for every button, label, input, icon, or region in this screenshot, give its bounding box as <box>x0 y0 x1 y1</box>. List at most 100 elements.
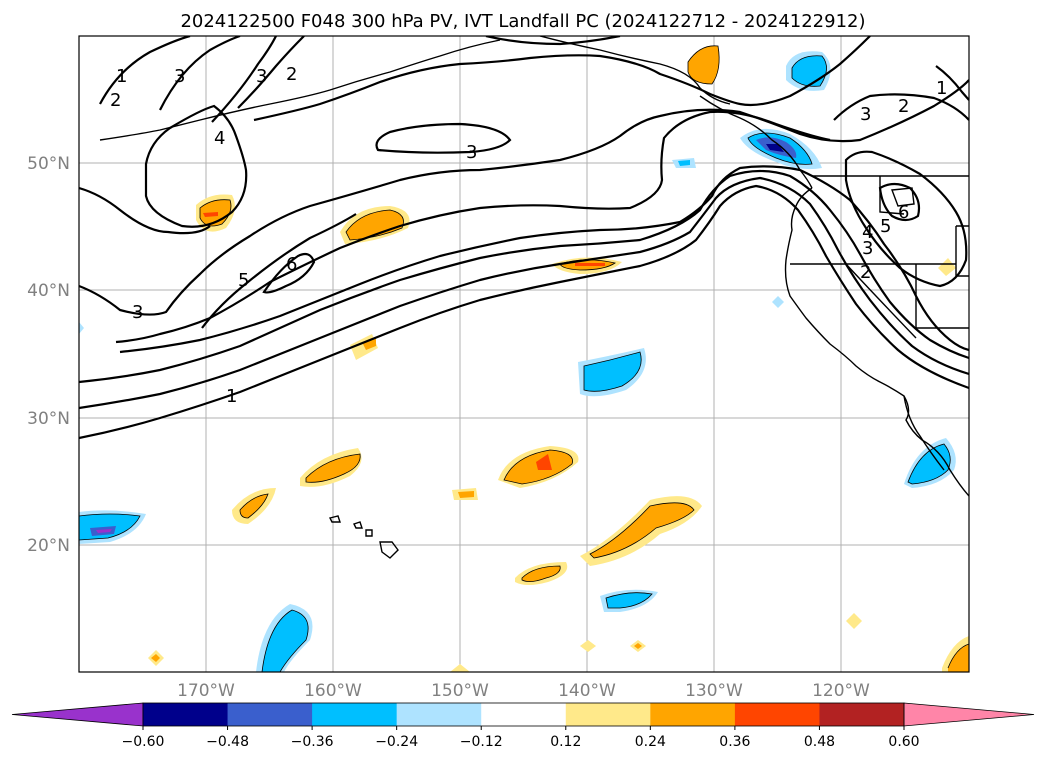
pv-contour <box>79 79 969 316</box>
pos-shade <box>634 643 642 649</box>
longitude-labels: 170°W 160°W 150°W 140°W 130°W 120°W <box>177 681 870 701</box>
colorbar-tick-label: 0.24 <box>635 734 666 750</box>
colorbar-tick-label: −0.12 <box>460 734 503 750</box>
colorbar-tick-label: −0.36 <box>291 734 334 750</box>
figure-title: 2024122500 F048 300 hPa PV, IVT Landfall… <box>180 11 865 32</box>
neg-shade <box>584 352 642 392</box>
colorbar-extend-max <box>903 702 1035 727</box>
colorbar-segment <box>396 703 482 726</box>
colorbar-tick-label: 0.36 <box>719 734 750 750</box>
pv-contour <box>79 169 969 384</box>
contour-label: 3 <box>256 66 267 87</box>
colorbar-segment <box>650 703 736 726</box>
map-frame <box>78 35 970 673</box>
pos-shade <box>575 263 605 266</box>
negative-anomaly-fills <box>79 51 956 672</box>
pv-contour <box>237 36 305 109</box>
pos-shade <box>240 494 268 518</box>
neg-shade <box>262 610 309 672</box>
contour-label: 5 <box>238 270 249 291</box>
neg-shade <box>96 529 112 533</box>
hawaii-island <box>379 541 399 559</box>
pos-shade <box>580 640 596 652</box>
contour-label: 2 <box>898 96 909 117</box>
lake <box>891 187 915 207</box>
pos-shade <box>522 566 561 582</box>
colorbar-segment <box>481 703 567 726</box>
state-border <box>845 263 917 339</box>
lat-label: 40°N <box>27 281 70 301</box>
pos-shade <box>458 491 474 498</box>
colorbar-segment <box>143 703 229 726</box>
colorbar-tick-label: −0.48 <box>206 734 249 750</box>
neg-shade <box>79 322 84 334</box>
pv-contour <box>935 65 969 101</box>
pv-contour <box>878 182 921 222</box>
pos-shade <box>938 258 956 276</box>
contour-label: 2 <box>860 262 871 283</box>
pv-contour <box>375 122 512 154</box>
pos-shade <box>688 45 720 84</box>
contour-label: 2 <box>286 64 297 85</box>
pv-contour <box>833 93 969 121</box>
lat-label: 30°N <box>27 409 70 429</box>
colorbar-segment <box>734 703 820 726</box>
contour-label: 3 <box>862 238 873 259</box>
pos-shade <box>151 654 160 662</box>
colorbar-tick-label: −0.24 <box>375 734 418 750</box>
pv-contour <box>262 252 316 294</box>
pv-contour <box>79 184 969 440</box>
lon-label: 160°W <box>304 681 362 701</box>
pv-contour <box>144 104 248 228</box>
contour-label: 6 <box>898 202 909 223</box>
pv-contour <box>79 176 969 410</box>
colorbar-segment <box>565 703 651 726</box>
colorbar-outline <box>142 702 905 727</box>
colorbar-extend-min <box>11 702 144 727</box>
colorbar <box>11 702 1035 727</box>
contour-label: 3 <box>466 142 477 163</box>
lon-label: 120°W <box>812 681 870 701</box>
pos-shade <box>536 454 552 470</box>
contour-label: 3 <box>132 302 143 323</box>
pos-shade <box>948 644 969 672</box>
hawaii-island <box>328 515 341 523</box>
pv-contour <box>115 110 831 344</box>
colorbar-segment <box>312 703 398 726</box>
contour-label: 1 <box>226 386 237 407</box>
baja-coast <box>903 395 945 471</box>
contour-label: 4 <box>214 128 225 149</box>
pv-contour <box>253 36 871 122</box>
lat-label: 50°N <box>27 154 70 174</box>
pv-contour <box>99 36 191 105</box>
colorbar-segment <box>819 703 905 726</box>
lon-label: 130°W <box>685 681 743 701</box>
pv-contour <box>211 36 277 123</box>
colorbar-tick-label: 0.60 <box>888 734 919 750</box>
pos-shade <box>590 502 694 558</box>
latitude-labels: 50°N 40°N 30°N 20°N <box>27 154 70 556</box>
pv-contours <box>79 36 969 440</box>
contour-label: 3 <box>174 66 185 87</box>
neg-shade <box>772 296 784 308</box>
neg-shade <box>606 592 652 608</box>
pv-contour <box>119 165 969 354</box>
hawaii-island <box>353 521 363 529</box>
contour-labels: 1 2 3 3 2 4 3 5 6 3 1 3 2 6 5 4 3 2 1 <box>110 64 947 407</box>
pos-shade <box>203 212 218 217</box>
pos-shade <box>450 664 470 672</box>
pv-contour <box>485 36 621 46</box>
pv-contour <box>201 213 357 329</box>
colorbar-segment <box>227 703 313 726</box>
contour-label: 1 <box>116 66 127 87</box>
colorbar-tick-label: 0.48 <box>804 734 835 750</box>
us-west-coast <box>784 187 969 497</box>
contour-label: 5 <box>880 216 891 237</box>
colorbar-tick-label: 0.12 <box>550 734 581 750</box>
contour-label: 4 <box>862 222 873 243</box>
pos-shade <box>306 454 361 483</box>
lon-label: 150°W <box>431 681 489 701</box>
pv-contour <box>79 186 211 235</box>
lon-label: 170°W <box>177 681 235 701</box>
